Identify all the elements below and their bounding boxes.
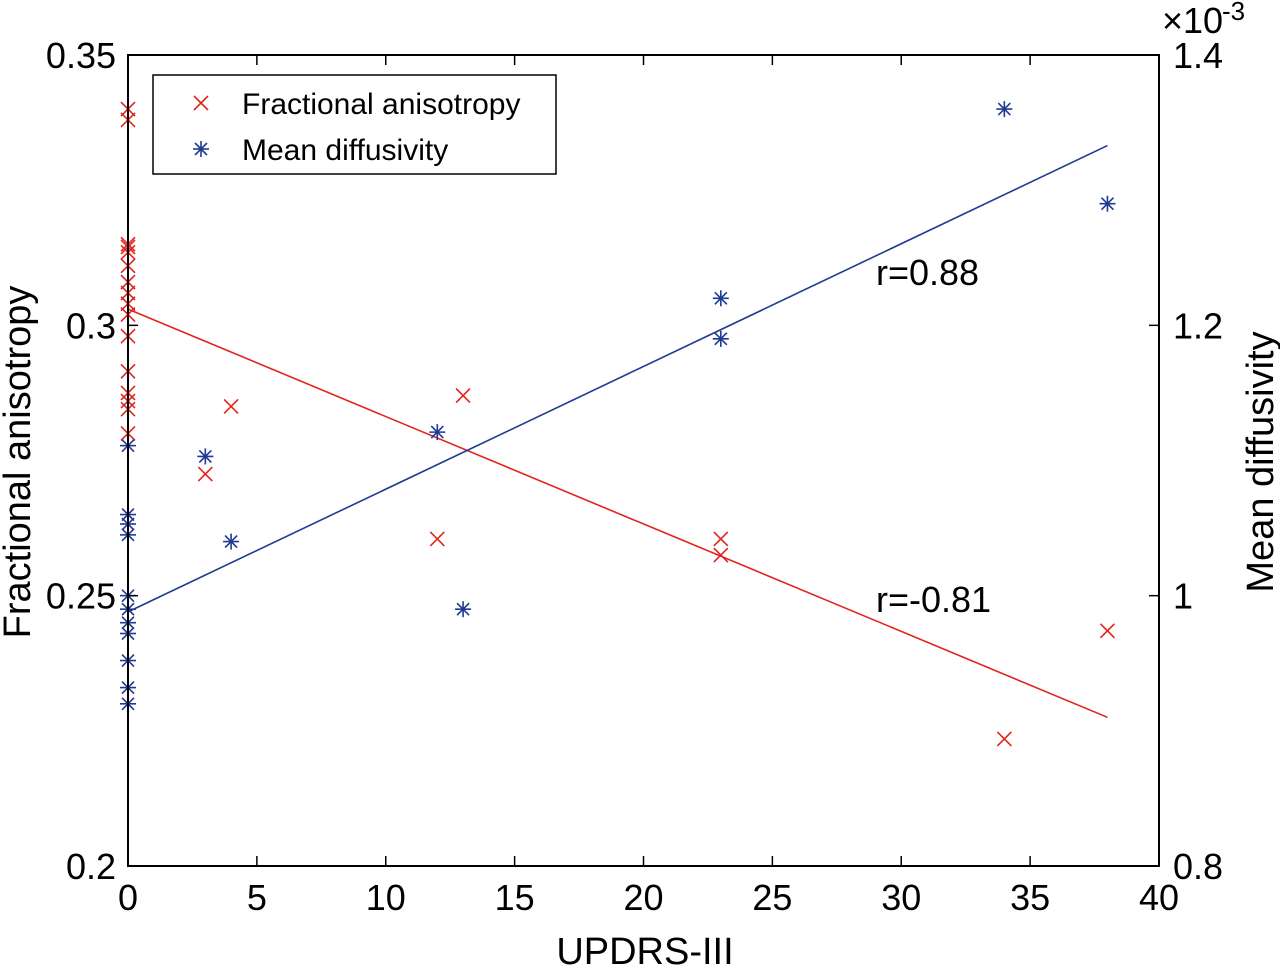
data-point-fa-stroke-b [1099,623,1116,639]
x-tick-label: 10 [366,877,406,918]
data-point-fa [197,466,213,482]
data-point-fa [429,531,445,547]
legend-marker-md-glyph-stroke-d2 [194,142,208,156]
y-left-tick-label: 0.35 [46,35,116,76]
axes: 0 5 10 15 20 25 30 35 40 0.2 0.25 0.3 0.35 0.8 1 1.2 1.4 [46,35,1223,918]
data-point-md [712,290,729,307]
x-tick-label: 5 [247,877,267,918]
exponent-label: ×10 -3 [1162,0,1245,41]
fit-line-md [127,144,1108,613]
plot-background [128,55,1159,866]
y-left-axis-title: Fractional anisotropy [0,286,39,639]
legend-label-md: Mean diffusivity [242,134,448,167]
y-right-tick-label: 1.4 [1173,35,1223,76]
data-point-md [712,330,729,347]
y-right-axis-title: Mean diffusivity [1240,331,1280,592]
data-point-md [996,101,1013,118]
x-tick-label: 30 [881,877,921,918]
x-tick-label: 40 [1139,877,1179,918]
data-point-fa [455,388,471,404]
legend-marker-fa-glyph-stroke-b [193,95,209,111]
legend-box [152,74,557,175]
data-point-fa-stroke-b [429,531,445,547]
y-right-tick-label: 1 [1173,576,1193,617]
data-point-fa-stroke-b [197,466,213,482]
exponent-power: -3 [1222,0,1245,26]
exponent-base: ×10 [1162,0,1223,41]
data-point-md-stroke-d2 [430,425,444,439]
data-point-md [223,533,240,550]
annotation-r-md: r=0.88 [876,252,979,293]
data-point-fa-stroke-b [713,547,729,563]
x-axis-title: UPDRS-III [556,931,733,970]
x-tick-label: 35 [1010,877,1050,918]
data-point-md-stroke-d2 [997,102,1011,116]
data-point-md-stroke-d2 [224,535,238,549]
data-point-fa [1099,623,1116,639]
y-left-tick-label: 0.3 [66,305,116,346]
annotations: r=0.88 r=-0.81 [876,252,991,620]
y-right-tick-label: 1.2 [1173,305,1223,346]
x-tick-label: 20 [623,877,663,918]
data-point-md-stroke-d2 [714,332,728,346]
x-tick-label: 15 [495,877,535,918]
data-point-md [429,424,446,441]
x-tick-label: 25 [752,877,792,918]
legend-marker-fa-glyph [193,95,209,111]
data-point-md [197,448,214,465]
annotation-r-fa: r=-0.81 [876,579,991,620]
plot-area [128,55,1159,866]
y-left-tick-label: 0.2 [66,846,116,887]
data-point-md-stroke-d2 [198,449,212,464]
data-point-fa [996,731,1012,747]
legend: Fractional anisotropy Mean diffusivity [152,74,557,175]
legend-marker-fa [193,95,209,111]
y-left-tick-label: 0.25 [46,576,116,617]
legend-marker-md [193,141,209,157]
data-point-fa-stroke-b [996,731,1012,747]
x-tick-label: 0 [118,877,138,918]
data-point-fa-stroke-b [713,531,729,547]
data-point-fa-stroke-b [455,388,471,404]
legend-label-fa: Fractional anisotropy [242,88,520,121]
data-point-md [455,601,472,618]
fit-line-fa [127,308,1108,719]
data-point-md-stroke-d2 [456,602,470,616]
fit-lines [127,144,1108,719]
data-point-fa-stroke-b [223,398,239,414]
data-point-fa [713,547,729,563]
data-point-md [1099,195,1116,212]
data-point-fa [713,531,729,547]
data-point-md-stroke-d2 [714,291,728,305]
y-right-tick-label: 0.8 [1173,846,1223,887]
data-point-md-stroke-d2 [1100,197,1115,211]
data-point-fa [223,398,239,414]
legend-marker-md-glyph [193,141,209,157]
